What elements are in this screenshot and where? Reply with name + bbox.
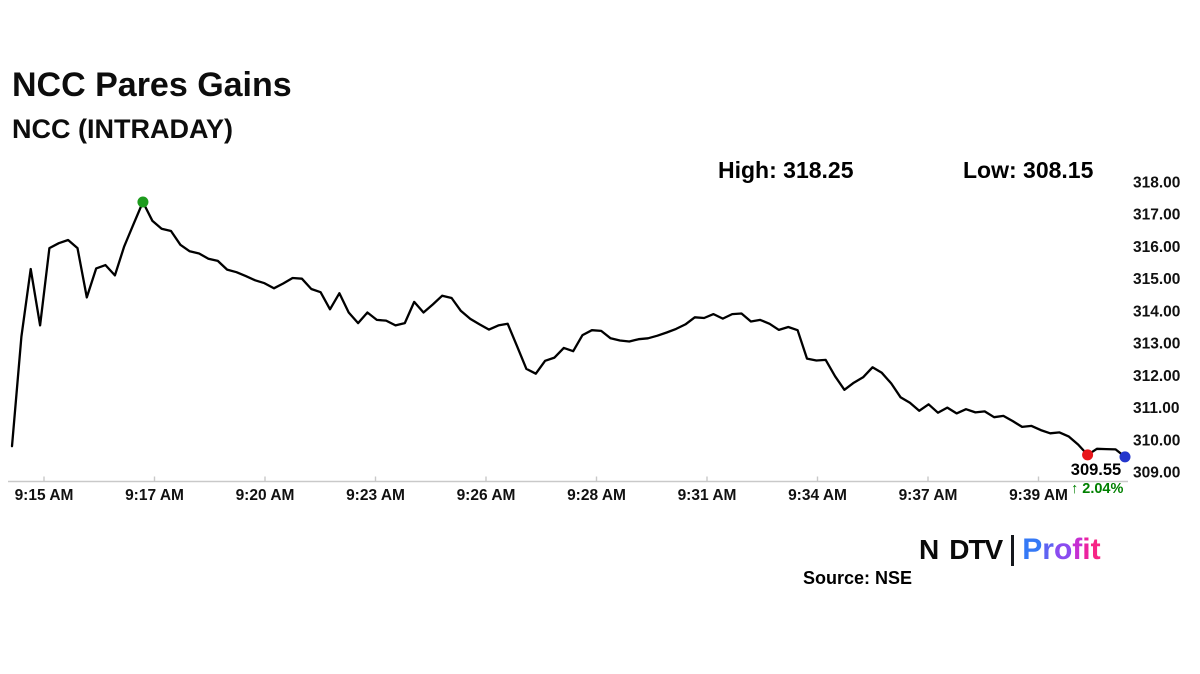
profit-letter: f [1072, 533, 1083, 566]
line-end-marker [1119, 451, 1131, 463]
profit-letter: i [1082, 533, 1091, 566]
y-axis-label: 313.00 [1133, 336, 1180, 353]
y-axis-label: 317.00 [1133, 207, 1180, 224]
y-axis-label: 316.00 [1133, 239, 1180, 256]
ndtv-profit-logo: N DTV Profit [919, 532, 1101, 568]
x-axis-label: 9:37 AM [899, 487, 958, 504]
profit-logo-text: Profit [1022, 533, 1100, 567]
x-axis-label: 9:39 AM [1009, 487, 1068, 504]
chart-subtitle: NCC (INTRADAY) [12, 114, 233, 144]
y-axis-label: 311.00 [1133, 400, 1180, 417]
y-axis-label: 315.00 [1133, 271, 1180, 288]
last-price-label: 309.55 [1071, 461, 1121, 479]
profit-letter: t [1090, 533, 1101, 566]
change-percent-label: ↑ 2.04% [1071, 481, 1123, 497]
day-high-marker [137, 196, 149, 208]
x-axis-label: 9:31 AM [678, 487, 737, 504]
x-axis-label: 9:34 AM [788, 487, 847, 504]
y-axis-label: 318.00 [1133, 175, 1180, 192]
x-axis-label: 9:20 AM [236, 487, 295, 504]
low-value-label: Low: 308.15 [963, 157, 1094, 183]
page-title: NCC Pares Gains [12, 66, 292, 104]
last-price-marker [1082, 449, 1094, 461]
high-value-label: High: 318.25 [718, 157, 854, 183]
ndtv-red-dot-icon [940, 544, 948, 552]
y-axis-label: 314.00 [1133, 303, 1180, 320]
x-axis-label: 9:26 AM [457, 487, 516, 504]
y-axis-label: 309.00 [1133, 465, 1180, 482]
profit-letter: r [1042, 533, 1054, 566]
logo-divider [1011, 534, 1015, 566]
y-axis-label: 312.00 [1133, 368, 1180, 385]
x-axis-label: 9:17 AM [125, 487, 184, 504]
profit-letter: o [1053, 533, 1073, 566]
x-axis-label: 9:23 AM [346, 487, 405, 504]
y-axis-label: 310.00 [1133, 432, 1180, 449]
profit-letter: P [1022, 533, 1043, 566]
ndtv-logo-text: N DTV [919, 534, 1003, 565]
x-axis-label: 9:15 AM [15, 487, 74, 504]
price-line [10, 200, 1127, 459]
source-label: Source: NSE [803, 568, 913, 588]
x-axis-label: 9:28 AM [567, 487, 626, 504]
